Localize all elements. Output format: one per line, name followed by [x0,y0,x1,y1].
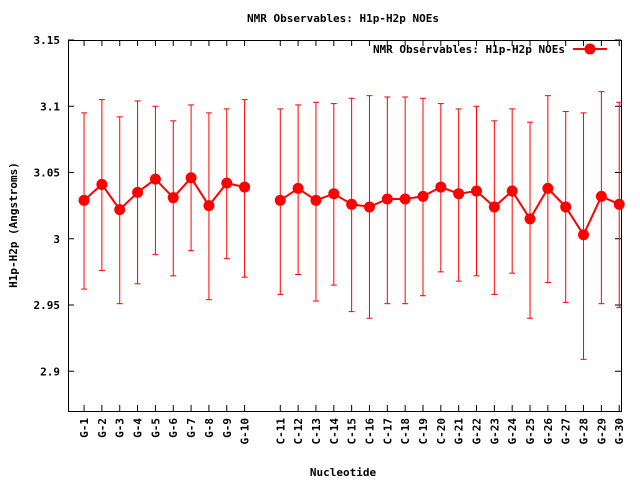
data-point [542,182,554,194]
data-point [488,201,500,213]
data-point [363,201,375,213]
data-point [221,177,233,189]
x-tick-label: G-1 [78,418,91,438]
data-point [292,182,304,194]
y-axis-label: H1p-H2p (Angstroms) [7,162,20,288]
x-tick-label: C-16 [363,418,376,445]
x-tick-label: G-9 [221,418,234,438]
data-point [78,194,90,206]
x-tick-label: G-8 [203,418,216,438]
legend: NMR Observables: H1p-H2p NOEs [373,43,607,56]
x-tick-label: G-26 [542,418,555,445]
x-tick-label: C-19 [417,418,430,445]
y-tick-label: 3.15 [34,34,61,47]
data-point [132,186,144,198]
data-point [435,181,447,193]
y-tick-label: 2.95 [34,299,61,312]
x-tick-label: C-13 [310,418,323,445]
x-tick-label: C-12 [292,418,305,445]
data-point [471,185,483,197]
x-tick-label: G-6 [167,418,180,438]
x-tick-label: G-24 [506,418,519,445]
x-tick-label: G-23 [488,418,501,445]
data-point [595,190,607,202]
data-point [453,188,465,200]
legend-label: NMR Observables: H1p-H2p NOEs [373,43,565,56]
x-tick-label: G-29 [595,418,608,445]
x-tick-label: G-28 [578,418,591,445]
data-point [381,193,393,205]
data-point [274,194,286,206]
y-axis: 2.9 2.95 3 3.05 3.1 3.15 [34,34,621,378]
series-line [83,176,245,212]
chart-title: NMR Observables: H1p-H2p NOEs [247,12,439,25]
data-point [185,172,197,184]
x-tick-label: G-25 [524,418,537,445]
x-tick-label: C-14 [328,418,341,445]
data-point [203,200,215,212]
x-tick-label: C-18 [399,418,412,445]
x-tick-label: G-2 [96,418,109,438]
x-tick-label: C-15 [346,418,359,445]
data-point [96,178,108,190]
data-point [560,201,572,213]
x-tick-label: G-21 [453,418,466,445]
data-point [399,193,411,205]
data-point [149,173,161,185]
x-tick-label: G-7 [185,418,198,438]
error-bars [81,91,623,360]
plot-frame [68,40,622,412]
data-point [417,190,429,202]
y-tick-label: 3.1 [40,100,60,113]
y-tick-label: 3 [53,233,60,246]
x-tick-label: G-22 [471,418,484,445]
x-axis-label: Nucleotide [310,466,377,479]
data-point [578,229,590,241]
x-tick-label: G-30 [613,418,626,445]
data-point [613,198,625,210]
y-tick-label: 2.9 [40,365,60,378]
y-tick-label: 3.05 [34,167,61,180]
data-point [346,198,358,210]
data-point [506,185,518,197]
x-tick-label: G-27 [560,418,573,445]
data-point [239,181,251,193]
data-point [310,194,322,206]
data-point [524,213,536,225]
x-tick-label: C-20 [435,418,448,445]
x-axis: G-1 G-2 G-3 G-4 G-5 G-6 G-7 G-8 G-9 G-10 C-11 C-12 C… [78,40,626,445]
legend-marker-swatch [584,43,596,55]
data-points [78,172,625,241]
x-tick-label: G-10 [239,418,252,445]
x-tick-label: G-5 [149,418,162,438]
x-tick-label: C-11 [274,418,287,445]
x-tick-label: G-3 [114,418,127,438]
data-point [167,192,179,204]
data-point [328,188,340,200]
x-tick-label: G-4 [132,418,145,438]
data-point [114,204,126,216]
x-tick-label: C-17 [381,418,394,445]
